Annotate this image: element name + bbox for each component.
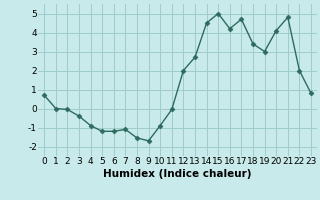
X-axis label: Humidex (Indice chaleur): Humidex (Indice chaleur) xyxy=(103,169,252,179)
